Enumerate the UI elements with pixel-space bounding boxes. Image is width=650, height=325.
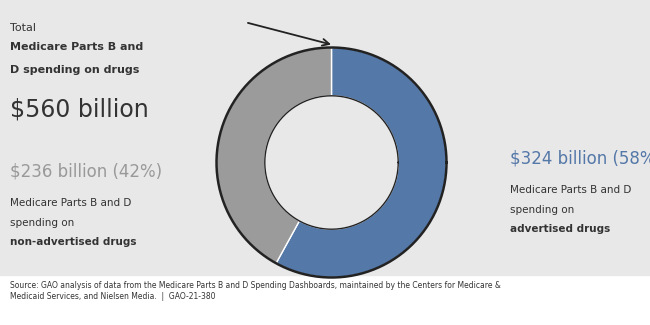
Text: spending on: spending on (510, 205, 575, 215)
Text: Source: GAO analysis of data from the Medicare Parts B and D Spending Dashboards: Source: GAO analysis of data from the Me… (10, 281, 500, 301)
Text: Medicare Parts B and D: Medicare Parts B and D (510, 185, 632, 195)
Text: Total: Total (10, 23, 36, 33)
Text: Medicare Parts B and D: Medicare Parts B and D (10, 198, 131, 208)
Text: $324 billion (58%): $324 billion (58%) (510, 150, 650, 167)
Wedge shape (216, 47, 332, 263)
Text: D spending on drugs: D spending on drugs (10, 65, 139, 75)
Text: advertised drugs: advertised drugs (510, 224, 610, 234)
Text: $236 billion (42%): $236 billion (42%) (10, 162, 162, 180)
Wedge shape (276, 47, 447, 278)
Text: non-advertised drugs: non-advertised drugs (10, 237, 136, 247)
Text: spending on: spending on (10, 218, 74, 228)
Text: Medicare Parts B and: Medicare Parts B and (10, 42, 143, 52)
Text: $560 billion: $560 billion (10, 98, 148, 122)
